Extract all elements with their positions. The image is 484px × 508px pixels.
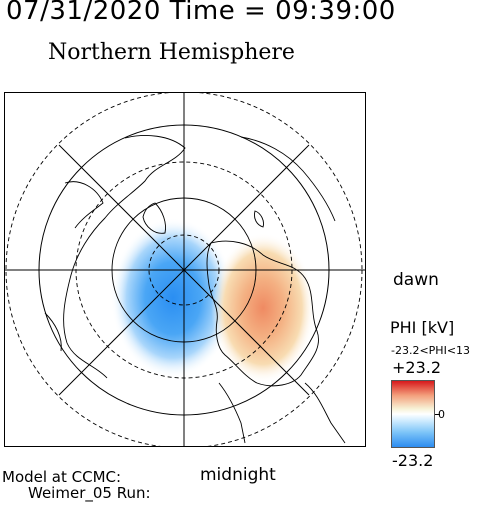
hemisphere-title: Northern Hemisphere bbox=[48, 40, 295, 65]
colorbar-range: -23.2<PHI<13 bbox=[391, 344, 471, 357]
colorbar-min-label: -23.2 bbox=[392, 451, 434, 470]
colorbar-max-label: +23.2 bbox=[392, 358, 442, 377]
colorbar-title: PHI [kV] bbox=[390, 318, 455, 337]
dusk-cell-negative bbox=[111, 218, 235, 378]
dawn-label: dawn bbox=[393, 270, 439, 290]
footer-run-line: Weimer_05 Run: bbox=[28, 484, 151, 502]
polar-plot-svg bbox=[5, 93, 365, 446]
colorbar-zero-tick bbox=[435, 414, 440, 415]
colorbar bbox=[391, 380, 435, 448]
midnight-label: midnight bbox=[200, 465, 276, 485]
colorbar-zero-label: 0 bbox=[438, 408, 445, 421]
datetime-title: 07/31/2020 Time = 09:39:00 bbox=[6, 0, 396, 26]
footer-model-line: Model at CCMC: bbox=[2, 468, 122, 486]
polar-map bbox=[4, 92, 366, 447]
meridians bbox=[5, 93, 365, 446]
